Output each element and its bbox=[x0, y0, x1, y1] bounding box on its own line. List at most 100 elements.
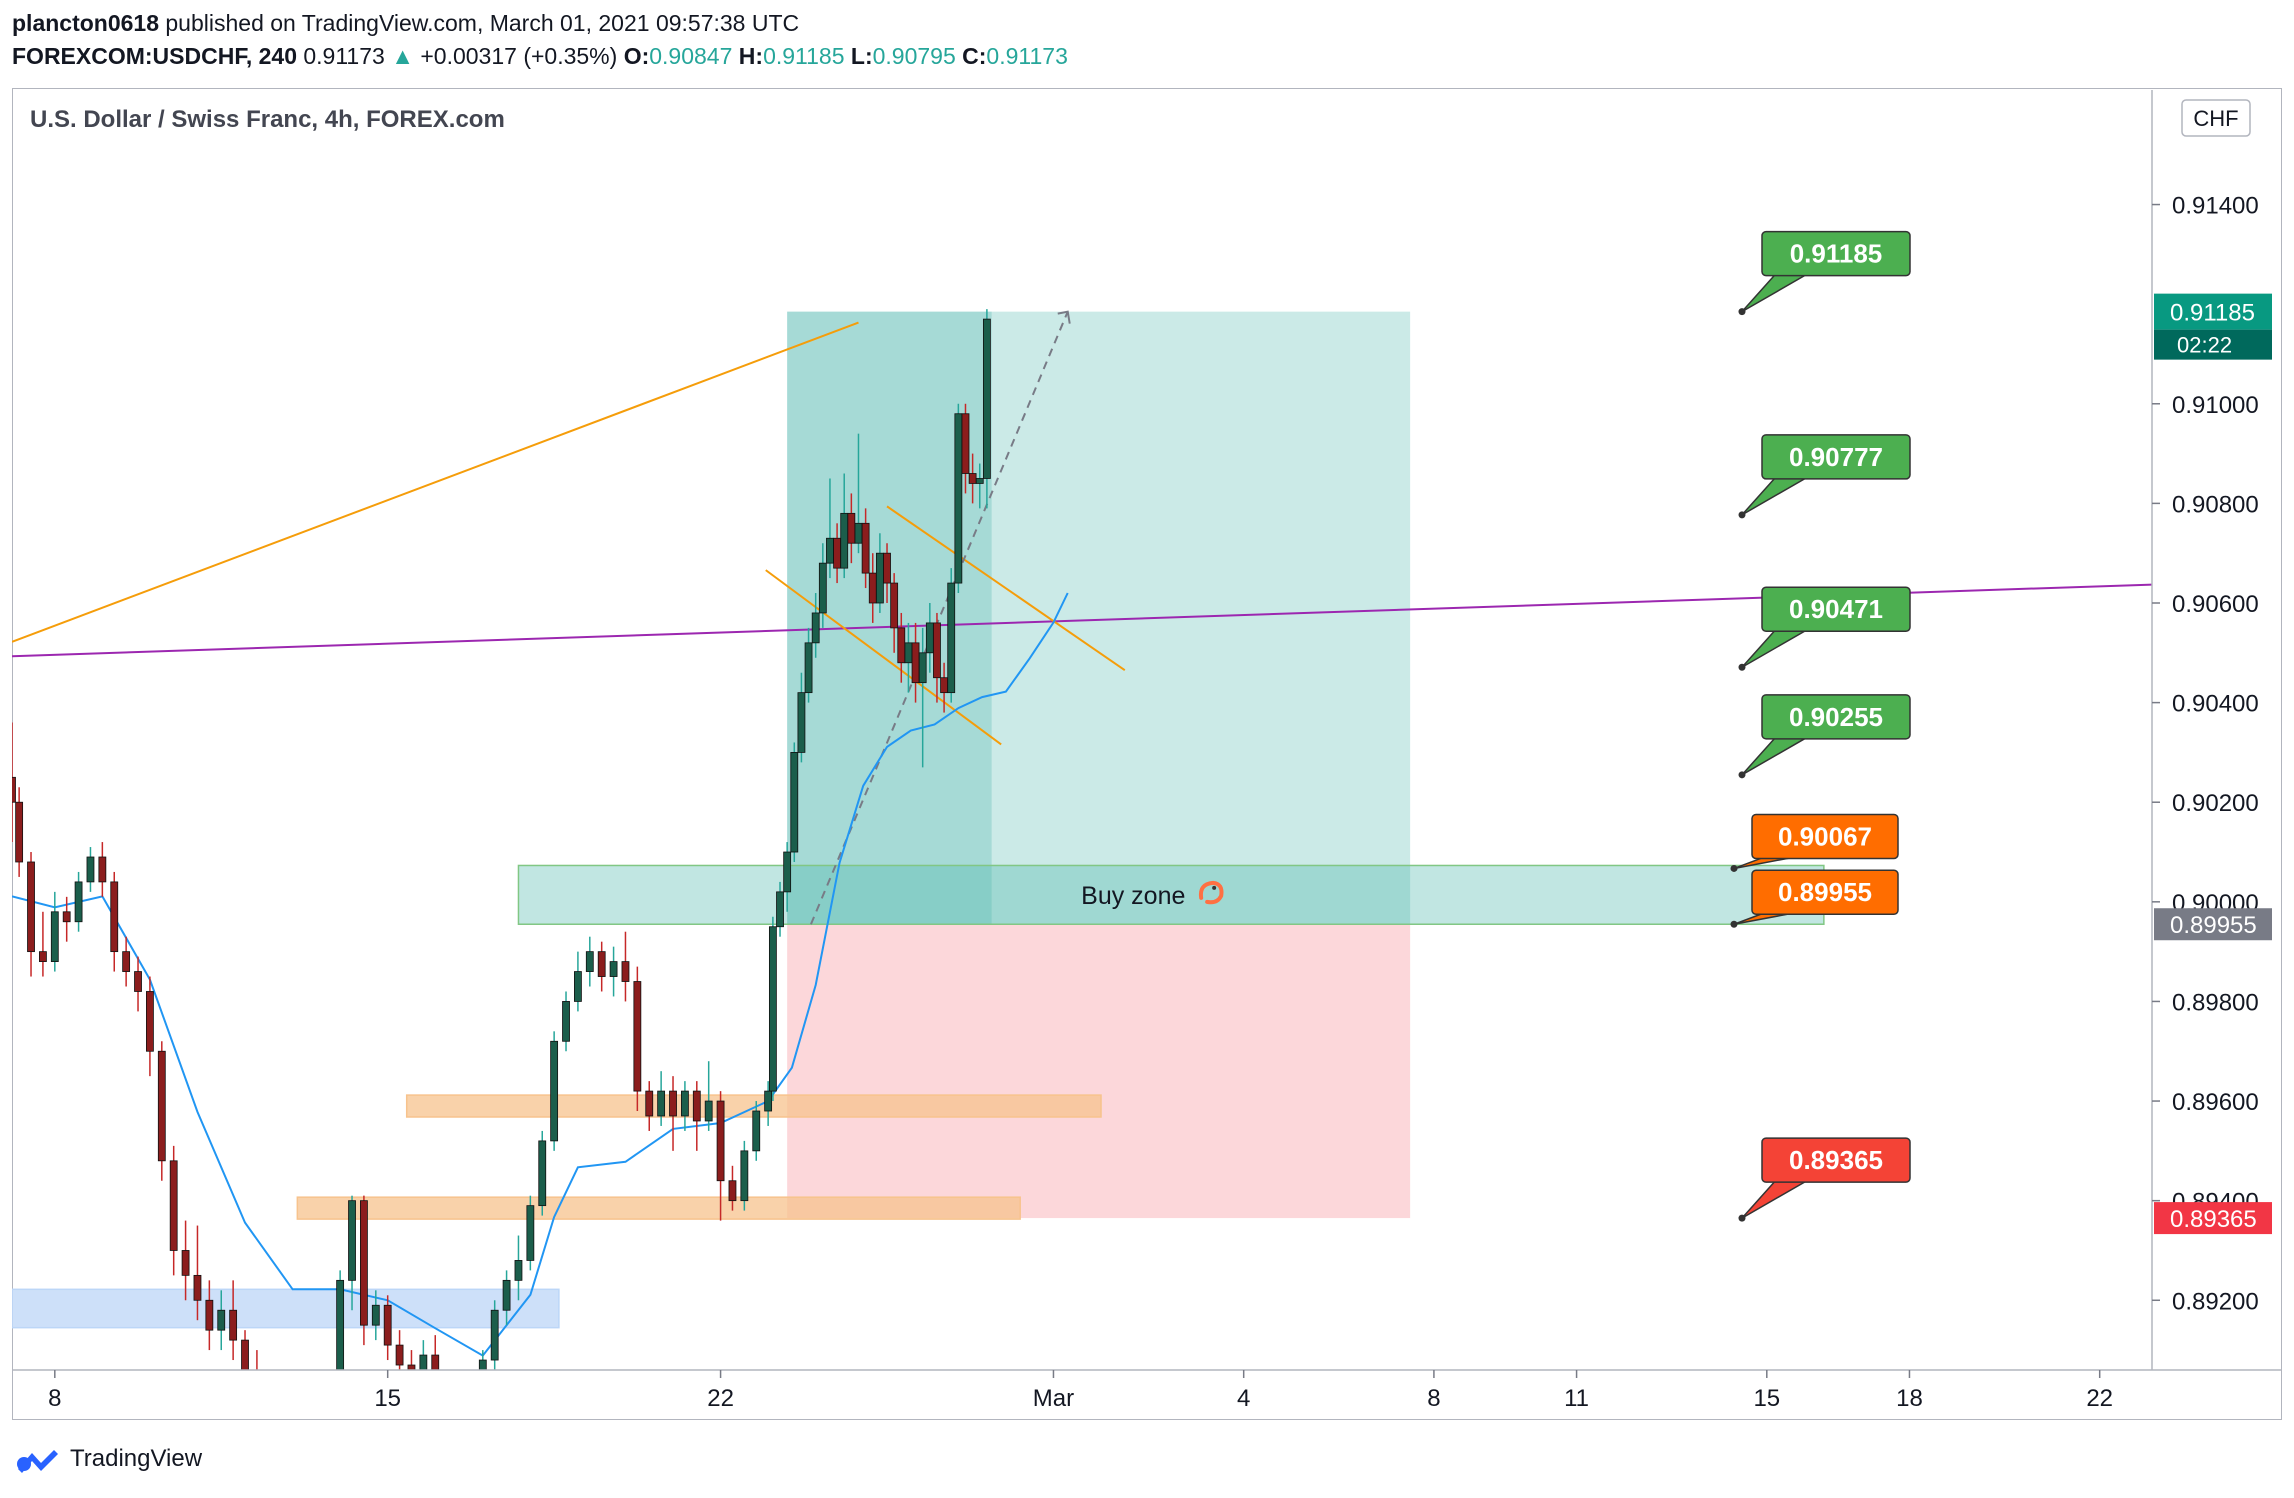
callout-anchor bbox=[1738, 1214, 1746, 1222]
candle-body bbox=[431, 1354, 440, 1370]
candle bbox=[783, 842, 792, 912]
candle bbox=[289, 1410, 296, 1470]
price-callout: 0.90471 bbox=[1738, 586, 1911, 671]
candle-body bbox=[289, 1440, 296, 1450]
currency-label: CHF bbox=[2193, 106, 2238, 131]
candle-body bbox=[146, 991, 154, 1052]
axis-price-marker bbox=[2154, 908, 2272, 941]
candle bbox=[277, 1400, 284, 1460]
candle-body bbox=[478, 1359, 487, 1370]
publish-info: plancton0618 published on TradingView.co… bbox=[12, 10, 799, 37]
currency-box bbox=[2181, 99, 2251, 137]
candle bbox=[12, 722, 16, 843]
footer-brand[interactable]: TradingView bbox=[70, 1445, 203, 1472]
candle-body bbox=[975, 478, 984, 484]
price-callout: 0.90255 bbox=[1738, 694, 1911, 779]
buy-zone-label: Buy zone bbox=[1081, 882, 1185, 910]
close-value: 0.91173 bbox=[986, 43, 1068, 69]
candle-body bbox=[395, 1344, 404, 1366]
candle bbox=[585, 936, 594, 987]
candle bbox=[371, 1290, 380, 1341]
candle-body bbox=[241, 1339, 249, 1370]
candle-body bbox=[383, 1304, 392, 1346]
zone-support-2 bbox=[296, 1196, 1021, 1220]
candle-body bbox=[918, 652, 927, 684]
candle-body bbox=[961, 413, 970, 474]
candle-body bbox=[657, 1090, 666, 1117]
candle bbox=[890, 573, 899, 653]
candle-body bbox=[157, 1050, 166, 1162]
candle-body bbox=[456, 1380, 463, 1390]
candle-body bbox=[692, 1090, 701, 1122]
callout-anchor bbox=[1730, 920, 1738, 928]
candle-body bbox=[768, 926, 777, 1092]
shrimp-eye bbox=[1212, 885, 1217, 890]
candle-body bbox=[854, 522, 863, 544]
candle bbox=[768, 916, 777, 1102]
callout-label: 0.90471 bbox=[1789, 594, 1883, 624]
price-callout: 0.89955 bbox=[1730, 869, 1899, 928]
candle-body bbox=[50, 911, 59, 962]
callout-anchor bbox=[1738, 511, 1746, 519]
zones-layer bbox=[12, 311, 1825, 1329]
candle bbox=[169, 1145, 178, 1276]
candle-body bbox=[550, 1040, 559, 1142]
candle bbox=[86, 847, 95, 892]
callout-anchor bbox=[1738, 663, 1746, 671]
candle-body bbox=[348, 1200, 356, 1281]
candle bbox=[157, 1041, 166, 1181]
callout-label: 0.91185 bbox=[1790, 239, 1883, 269]
y-tick-label: 0.89600 bbox=[2172, 1089, 2259, 1116]
author-name[interactable]: plancton0618 bbox=[12, 10, 159, 36]
candle-body bbox=[875, 552, 884, 604]
candle bbox=[122, 936, 131, 987]
candle bbox=[574, 951, 582, 1012]
candle bbox=[478, 1350, 487, 1370]
y-tick-label: 0.89200 bbox=[2172, 1288, 2259, 1315]
candle-body bbox=[911, 642, 920, 684]
x-tick-label: 4 bbox=[1237, 1385, 1250, 1412]
countdown-badge bbox=[2154, 329, 2272, 360]
x-tick-label: 22 bbox=[2086, 1385, 2113, 1412]
candle bbox=[933, 612, 941, 703]
candle-body bbox=[229, 1309, 238, 1341]
axes-layer: 0.91400 0.91000 0.90800 0.90600 0.90400 0.902… bbox=[12, 90, 2282, 1412]
candle bbox=[954, 403, 963, 594]
candle-body bbox=[205, 1299, 214, 1331]
candle-body bbox=[833, 537, 841, 569]
close-label: C: bbox=[962, 43, 987, 69]
candle-body bbox=[538, 1140, 547, 1207]
candle-body bbox=[301, 1450, 308, 1460]
up-triangle-icon: ▲ bbox=[391, 43, 414, 69]
current-price-label: 0.91185 bbox=[2170, 300, 2255, 327]
candle bbox=[982, 309, 991, 509]
candle bbox=[336, 1270, 345, 1370]
candle bbox=[633, 966, 642, 1112]
candle-body bbox=[62, 911, 71, 923]
change-value: +0.00317 (+0.35%) bbox=[420, 43, 618, 69]
candle-body bbox=[122, 951, 131, 972]
candle-body bbox=[716, 1100, 725, 1182]
candle-body bbox=[514, 1260, 523, 1281]
callout-anchor bbox=[1738, 771, 1746, 779]
candle-body bbox=[490, 1309, 499, 1361]
shrimp-icon bbox=[1198, 880, 1224, 905]
candle-body bbox=[826, 537, 834, 564]
candle bbox=[562, 991, 570, 1052]
candle-body bbox=[783, 851, 792, 893]
candle bbox=[740, 1140, 749, 1211]
candle-body bbox=[968, 473, 977, 484]
candle bbox=[50, 891, 59, 972]
trendline-channel-upper bbox=[886, 505, 1126, 672]
axis-price-marker-label: 0.89365 bbox=[2170, 1206, 2257, 1233]
candle-body bbox=[419, 1354, 428, 1370]
tradingview-logo-icon[interactable] bbox=[14, 1444, 62, 1474]
low-label: L: bbox=[850, 43, 873, 69]
candle-body bbox=[193, 1274, 202, 1301]
callout-box bbox=[1761, 434, 1911, 480]
candle-body bbox=[12, 776, 16, 803]
candle-body bbox=[776, 891, 784, 928]
callout-box bbox=[1751, 813, 1899, 860]
candle bbox=[704, 1061, 713, 1131]
